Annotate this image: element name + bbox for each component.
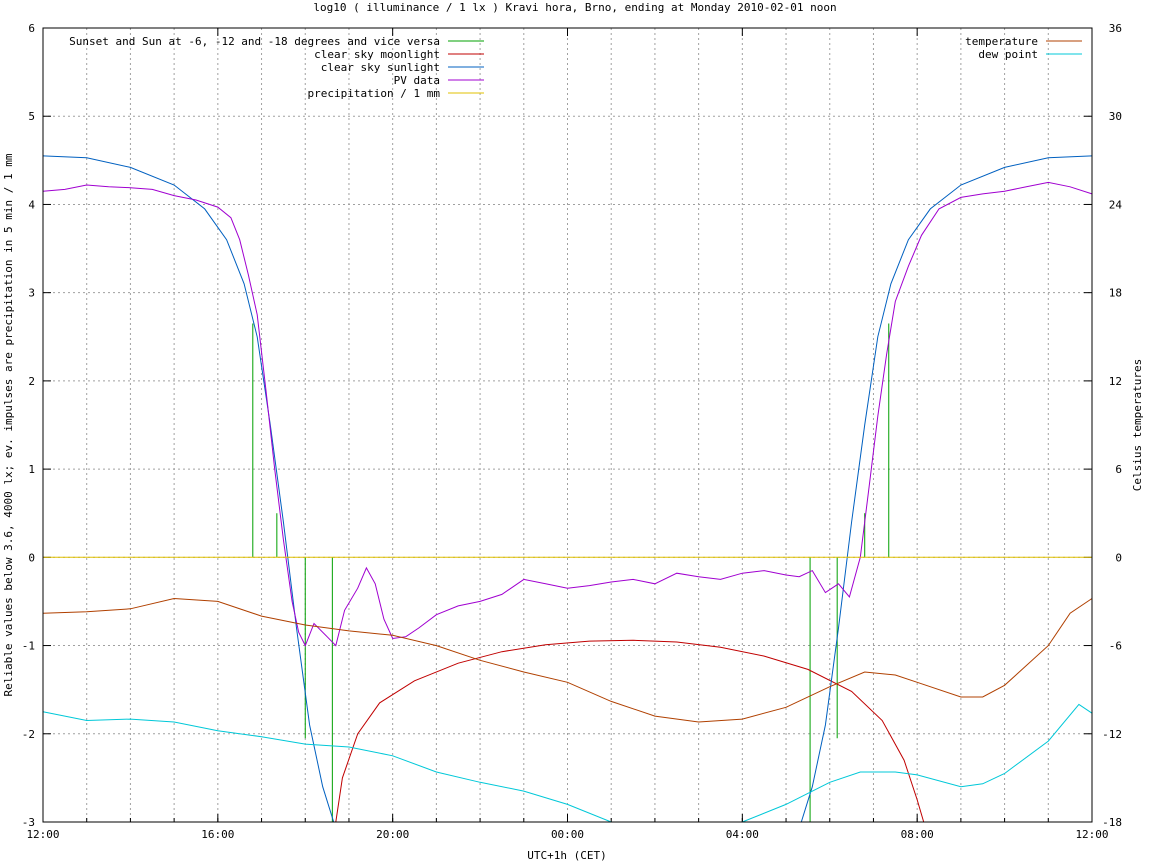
y2-tick-label: 36 (1109, 22, 1122, 35)
y-tick-label: -2 (22, 728, 35, 741)
y2-tick-label: -18 (1102, 816, 1122, 829)
legend-entry-clear-sky-sunlight: clear sky sunlight (321, 61, 440, 74)
y-tick-label: 6 (28, 22, 35, 35)
legend-entry-dew-point: dew point (978, 48, 1038, 61)
legend-entry-temperature: temperature (965, 35, 1038, 48)
x-axis-label: UTC+1h (CET) (527, 849, 606, 862)
x-tick-label: 00:00 (551, 828, 584, 841)
y-tick-label: 3 (28, 287, 35, 300)
series-line (42, 703, 1093, 823)
series (42, 155, 1093, 823)
y-tick-label: 5 (28, 110, 35, 123)
y-tick-label: 2 (28, 375, 35, 388)
y2-tick-label: -6 (1109, 640, 1122, 653)
y2-tick-label: 6 (1115, 463, 1122, 476)
series-line (42, 181, 1093, 647)
series-clear-sky-moonlight (335, 639, 925, 823)
y2-tick-label: 30 (1109, 110, 1122, 123)
y2-tick-label: 18 (1109, 287, 1122, 300)
plot-frame (42, 27, 1093, 823)
y2-tick-label: 0 (1115, 551, 1122, 564)
y2-tick-label: 24 (1109, 198, 1123, 211)
y-tick-label: -3 (22, 816, 35, 829)
y2-axis-label: Celsius temperatures (1131, 359, 1144, 491)
x-tick-label: 16:00 (201, 828, 234, 841)
y-tick-label: 0 (28, 551, 35, 564)
x-tick-label: 20:00 (376, 828, 409, 841)
series-dew-point (42, 703, 1093, 823)
legend-entry-sunset-and-sun-at-6-12-and-18-degrees-and-vice-versa: Sunset and Sun at -6, -12 and -18 degree… (69, 35, 440, 48)
series-temperature (42, 597, 1093, 723)
series-line (335, 639, 925, 823)
series-line (42, 597, 1093, 723)
y-tick-label: -1 (22, 640, 35, 653)
y-axis-label: Reliable values below 3.6, 4000 lx; ev. … (2, 153, 15, 696)
series-sunset-and-sun-at-6-12-and-18-degrees-and-vice-versa (252, 323, 890, 822)
series-pv-data (42, 181, 1093, 647)
y2-tick-label: 12 (1109, 375, 1122, 388)
chart-title: log10 ( illuminance / 1 lx ) Kravi hora,… (313, 1, 836, 14)
x-tick-label: 08:00 (901, 828, 934, 841)
axis-ticks: 12:00 16:00 20:00 00:00 04:00 08:00 12:00-3-2-… (22, 22, 1123, 841)
y-tick-label: 1 (28, 463, 35, 476)
legend-entry-precipitation-1-mm: precipitation / 1 mm (308, 87, 441, 100)
legend-entry-pv-data: PV data (394, 74, 440, 87)
x-tick-label: 04:00 (726, 828, 759, 841)
y2-tick-label: -12 (1102, 728, 1122, 741)
y-tick-label: 4 (28, 198, 35, 211)
grid (43, 28, 1092, 822)
legend-left: Sunset and Sun at -6, -12 and -18 degree… (69, 35, 484, 100)
x-tick-label: 12:00 (26, 828, 59, 841)
x-tick-label: 12:00 (1075, 828, 1108, 841)
legend-entry-clear-sky-moonlight: clear sky moonlight (314, 48, 440, 61)
